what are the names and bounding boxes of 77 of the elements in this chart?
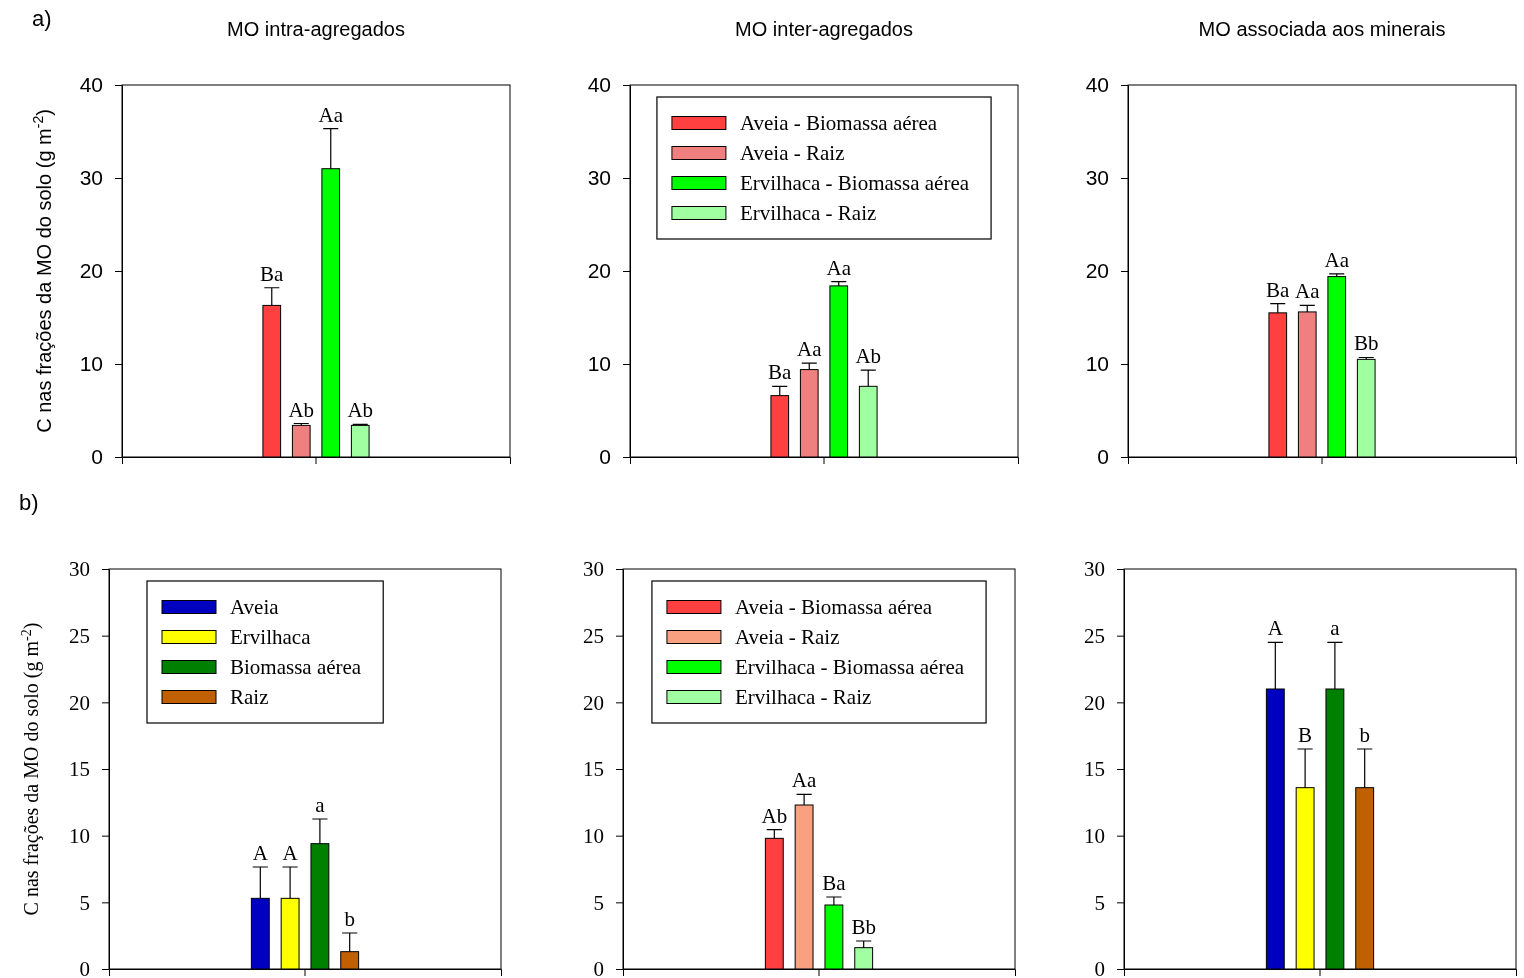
data-label: b — [344, 907, 355, 931]
y-tick-label: 10 — [1084, 823, 1105, 848]
data-label: Ab — [288, 397, 315, 422]
y-tick-label: 10 — [69, 823, 90, 848]
y-tick-label: 5 — [79, 890, 90, 915]
chart-title: MO inter-agregados — [735, 18, 913, 40]
y-tick-label: 25 — [1084, 623, 1105, 648]
y-tick-label: 40 — [587, 73, 611, 97]
chart-title: MO associada aos minerais — [1198, 18, 1446, 40]
legend-label: Ervilhaca - Biomassa aérea — [739, 171, 970, 195]
y-tick-label: 5 — [593, 890, 604, 915]
data-label: Aa — [1295, 279, 1321, 304]
y-tick-label: 0 — [79, 957, 90, 978]
y-tick-label: 30 — [583, 557, 604, 582]
legend-label: Aveia — [230, 595, 280, 619]
y-tick-label: 30 — [69, 557, 90, 582]
data-label: Aa — [318, 102, 344, 127]
y-tick-label: 20 — [1085, 259, 1109, 283]
y-tick-label: 20 — [587, 259, 611, 283]
y-tick-label: 0 — [599, 445, 611, 469]
data-label: Ba — [768, 360, 793, 385]
data-label: A — [1267, 616, 1284, 641]
data-label: Ab — [855, 344, 882, 369]
legend-label: Biomassa aérea — [230, 655, 362, 679]
y-tick-label: 0 — [1094, 957, 1105, 978]
y-tick-label: 20 — [583, 690, 604, 715]
y-tick-label: 20 — [79, 259, 103, 283]
y-tick-label: 0 — [593, 957, 604, 978]
y-tick-label: 30 — [1085, 166, 1109, 190]
y-tick-label: 40 — [1085, 73, 1109, 97]
data-label: Aa — [1324, 247, 1350, 272]
text: a) — [32, 6, 52, 31]
legend-label: Aveia - Biomassa aérea — [739, 111, 938, 135]
y-tick-label: 15 — [69, 757, 90, 782]
data-label: a — [315, 793, 326, 817]
y-tick-label: 25 — [583, 623, 604, 648]
chart-title: MO intra-agregados — [227, 18, 405, 40]
y-tick-label: 0 — [91, 445, 103, 469]
y-tick-label: 20 — [1084, 690, 1105, 715]
legend-label: Aveia - Raiz — [739, 141, 845, 165]
data-label: Aa — [797, 337, 823, 362]
y-tick-label: 40 — [79, 73, 103, 97]
y-tick-label: 15 — [583, 757, 604, 782]
data-label: Ba — [822, 871, 847, 895]
data-label: a — [1330, 616, 1341, 641]
y-tick-label: 30 — [1084, 557, 1105, 582]
data-label: Ba — [1266, 277, 1291, 302]
legend-label: Aveia - Raiz — [734, 625, 840, 649]
y-tick-label: 25 — [69, 623, 90, 648]
data-label: Aa — [826, 255, 852, 280]
legend-label: Raiz — [230, 685, 269, 709]
data-label: Aa — [791, 768, 818, 793]
data-label: b — [1359, 723, 1370, 747]
y-tick-label: 30 — [79, 166, 103, 190]
y-tick-label: 10 — [587, 352, 611, 376]
data-label: B — [1298, 723, 1313, 747]
legend-label: Ervilhaca - Biomassa aérea — [734, 655, 965, 679]
y-tick-label: 10 — [583, 823, 604, 848]
legend-label: Ervilhaca - Raiz — [739, 201, 877, 225]
y-tick-label: 5 — [1094, 890, 1105, 915]
data-label: Bb — [1353, 331, 1379, 356]
data-label: Bb — [851, 915, 876, 939]
legend-label: Aveia - Biomassa aérea — [734, 595, 933, 619]
data-label: Ba — [260, 261, 285, 286]
data-label: Ab — [347, 398, 374, 423]
y-tick-label: 20 — [69, 690, 90, 715]
y-tick-label: 15 — [1084, 757, 1105, 782]
legend-label: Ervilhaca — [230, 625, 312, 649]
y-tick-label: 0 — [1097, 445, 1109, 469]
data-label: A — [252, 841, 269, 865]
text: b) — [19, 490, 39, 515]
y-tick-label: 30 — [587, 166, 611, 190]
data-label: A — [282, 841, 299, 865]
legend-label: Ervilhaca - Raiz — [734, 685, 872, 709]
data-label: Ab — [761, 803, 788, 828]
y-tick-label: 10 — [79, 352, 103, 376]
y-tick-label: 10 — [1085, 352, 1109, 376]
